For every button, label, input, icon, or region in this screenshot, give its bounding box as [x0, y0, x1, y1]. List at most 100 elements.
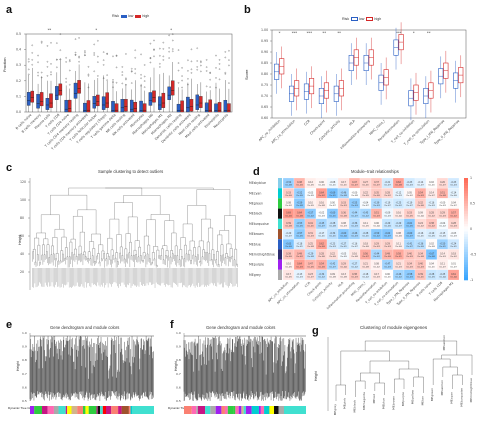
- dendrogram-branch: [59, 260, 62, 264]
- cell-pvalue: (1e-05): [428, 236, 436, 238]
- cell-value: -0.34: [330, 232, 336, 235]
- cell-value: 0.38: [352, 273, 357, 276]
- outlier-point: [149, 42, 152, 45]
- outlier-point: [59, 49, 62, 51]
- outlier-point: [74, 38, 77, 40]
- module-color-band: [111, 406, 119, 414]
- cell-value: -0.00: [352, 191, 358, 194]
- cell-value: 0.51: [374, 212, 379, 215]
- cell-pvalue: (1e-04): [318, 256, 326, 258]
- outlier-point: [27, 58, 30, 60]
- outlier-point: [196, 66, 198, 68]
- outlier-point: [46, 66, 49, 68]
- outlier-point: [143, 75, 146, 78]
- cell-value: 0.11: [363, 222, 368, 225]
- cell-value: 0.28: [319, 253, 324, 256]
- box: [39, 92, 44, 107]
- cell-pvalue: (1e-03): [373, 205, 381, 207]
- module-label: MEturquoise: [249, 222, 269, 226]
- dendrogram-branch: [107, 238, 113, 254]
- outlier-point: [149, 57, 152, 60]
- module-color-band: [58, 406, 66, 414]
- dendrogram-branch: [91, 233, 101, 245]
- cluster-branch: [441, 354, 473, 375]
- cell-value: -0.45: [363, 212, 369, 215]
- dendrogram-branch: [165, 250, 169, 256]
- colorbar-segment: [464, 218, 468, 222]
- cell-value: 0.48: [297, 181, 302, 184]
- outlier-point: [59, 58, 62, 61]
- y-tick-label: 40: [20, 252, 24, 256]
- box: [55, 86, 59, 100]
- outlier-point: [40, 40, 43, 43]
- cell-value: 0.14: [429, 191, 434, 194]
- outlier-point: [228, 82, 230, 84]
- outlier-point: [87, 73, 90, 76]
- cell-pvalue: (1e-07): [450, 266, 458, 268]
- dendrogram-branch: [137, 256, 140, 263]
- outlier-point: [162, 41, 165, 44]
- cell-pvalue: (1e-03): [351, 277, 359, 279]
- leaf-label: MEyellow: [411, 389, 415, 404]
- dendrogram-branch: [219, 230, 229, 244]
- cell-pvalue: (1e-03): [450, 185, 458, 187]
- outlier-point: [134, 57, 136, 59]
- dendrogram-branch: [42, 244, 45, 255]
- outlier-point: [59, 33, 62, 35]
- dendrogram-branch: [89, 241, 94, 252]
- outlier-point: [159, 55, 161, 57]
- dendrogram-branch: [208, 253, 211, 266]
- outlier-point: [159, 63, 161, 65]
- cell-pvalue: (1e-03): [450, 226, 458, 228]
- outlier-point: [215, 86, 217, 89]
- dendrogram-branch: [190, 260, 192, 265]
- dendrogram-branch: [229, 257, 231, 263]
- significance-mark: ***: [396, 31, 402, 35]
- outlier-point: [162, 48, 165, 50]
- cell-value: -0.18: [363, 273, 369, 276]
- outlier-point: [205, 59, 208, 61]
- cell-pvalue: (1e-03): [351, 205, 359, 207]
- box: [101, 96, 106, 110]
- cell-pvalue: (1e-07): [439, 185, 447, 187]
- module-color-band: [47, 406, 54, 414]
- cell-pvalue: (1e-05): [307, 266, 315, 268]
- dendrogram-branch: [96, 255, 98, 264]
- legend-high-swatch: [135, 14, 142, 18]
- outlier-point: [172, 33, 174, 35]
- cluster-branch: [452, 374, 463, 389]
- dendrogram-branch: [78, 245, 82, 255]
- cell-pvalue: (1e-01): [329, 185, 337, 187]
- outlier-point: [196, 47, 198, 49]
- outlier-point: [181, 67, 183, 69]
- outlier-point: [140, 74, 142, 76]
- module-label: MEgreen: [249, 202, 263, 206]
- outlier-point: [97, 75, 99, 77]
- cell-pvalue: (1e-02): [285, 205, 293, 207]
- module-color-band: [85, 406, 89, 414]
- colorbar-segment: [464, 264, 468, 268]
- outlier-point: [37, 61, 39, 64]
- cell-value: -0.45: [319, 222, 325, 225]
- dendrogram-branch: [185, 253, 188, 263]
- cell-value: -0.13: [297, 273, 303, 276]
- cell-pvalue: (1e-02): [318, 195, 326, 197]
- dendrogram-branch: [73, 253, 76, 262]
- module-color-band: [233, 406, 236, 414]
- cell-pvalue: (1e-04): [395, 215, 403, 217]
- cell-pvalue: (1e-04): [417, 215, 425, 217]
- cell-value: 0.06: [319, 181, 324, 184]
- module-color-band: [97, 406, 101, 414]
- cell-pvalue: (1e-01): [329, 195, 337, 197]
- box: [105, 92, 109, 108]
- cell-value: 0.10: [308, 202, 313, 205]
- colorbar-segment: [464, 267, 468, 271]
- dendrogram-branch: [123, 258, 126, 268]
- colorbar-segment: [464, 193, 468, 197]
- colorbar-segment: [464, 180, 468, 184]
- dendrogram-branch: [110, 259, 112, 268]
- cell-pvalue: (1e-07): [406, 236, 414, 238]
- cell-value: -0.23: [451, 181, 457, 184]
- outlier-point: [218, 68, 221, 70]
- box: [195, 94, 200, 110]
